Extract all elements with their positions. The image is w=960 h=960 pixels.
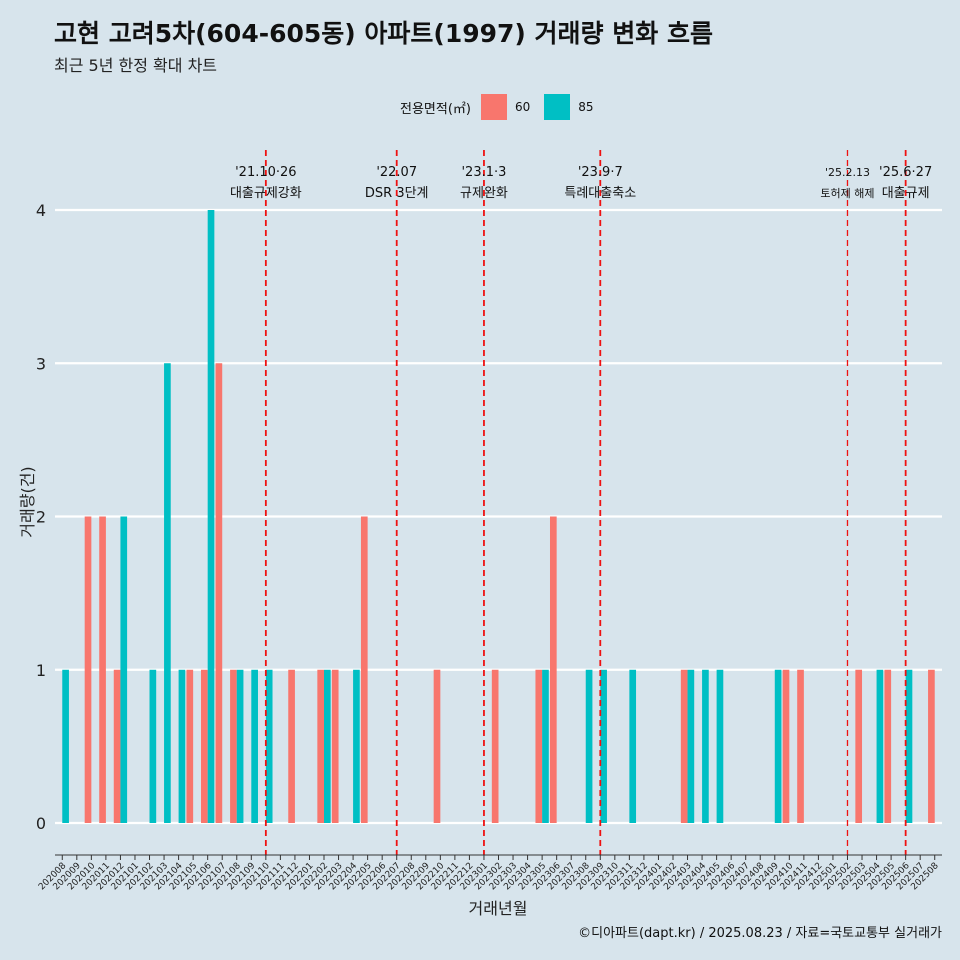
bar-85-202309 [600,669,607,823]
bar-60-202503 [855,669,863,823]
event-label: 토허제 해제 [820,186,874,200]
bar-60-202010 [84,516,92,823]
bar-60-202106 [201,669,208,823]
chart-title: 고현 고려5차(604-605동) 아파트(1997) 거래량 변화 흐름 [54,19,713,48]
bar-60-202306 [549,516,557,823]
event-date: '23.9·7 [578,165,623,180]
y-tick-label: 4 [36,201,46,220]
event-label: DSR 3단계 [365,186,429,201]
bar-60-202107 [215,363,223,823]
bar-85-202202 [324,669,331,823]
legend: 전용면적(㎡) 60 85 [400,94,608,120]
chart-subtitle: 최근 5년 한정 확대 차트 [54,56,218,75]
bar-85-202305 [542,669,549,823]
legend-label-60: 60 [514,100,531,114]
bar-60-202302 [491,669,499,823]
bar-85-202109 [251,669,258,823]
bar-85-202110 [265,669,273,823]
y-tick-label: 2 [36,508,46,527]
bar-85-202308 [585,669,593,823]
bar-60-202205 [360,516,368,823]
bars [62,210,935,823]
event-label: 규제완화 [460,186,508,201]
legend-title: 전용면적(㎡) [400,101,471,117]
bar-85-202405 [716,669,724,823]
bar-60-202508 [928,669,935,823]
bar-60-202305 [535,669,543,823]
bar-85-202102 [149,669,157,823]
bar-85-202012 [120,516,128,823]
bar-60-202012 [113,669,121,823]
event-date: '21.10·26 [235,165,296,180]
x-axis-label: 거래년월 [469,899,528,918]
bar-60-202108 [230,669,237,823]
event-date: '23.1·3 [461,165,506,180]
bar-60-202011 [99,516,106,823]
bar-85-202108 [236,669,244,823]
bar-60-202403 [680,669,688,823]
event-date: '25.6·27 [879,165,932,180]
bar-85-202506 [905,669,913,823]
source-caption: ©디아파트(dapt.kr) / 2025.08.23 / 자료=국토교통부 실… [578,926,942,941]
bar-60-202505 [884,669,892,823]
bar-85-202008 [62,669,69,823]
legend-label-85: 85 [578,100,594,114]
event-date: '22.07 [376,165,417,180]
bar-85-202104 [178,669,186,823]
y-tick-label: 1 [36,661,46,680]
bar-60-202202 [317,669,325,823]
bar-85-202204 [353,669,360,823]
bar-60-202410 [782,669,790,823]
legend-swatch-60 [480,94,507,120]
event-label: 특례대출축소 [564,186,636,201]
event-label: 대출규제강화 [230,186,302,201]
bar-60-202105 [186,669,194,823]
y-tick-label: 3 [36,354,46,373]
bar-85-202106 [207,210,215,823]
event-date: '25.2.13 [825,166,870,179]
bar-85-202404 [702,669,709,823]
event-label: 대출규제 [882,186,930,201]
legend-swatch-85 [544,94,571,120]
y-axis-label: 거래량(건) [18,466,37,537]
bar-85-202409 [774,669,782,823]
y-tick-label: 0 [36,814,46,833]
bar-60-202210 [433,669,441,823]
bar-60-202411 [797,669,804,823]
bar-85-202311 [629,669,637,823]
bar-60-202112 [288,669,295,823]
x-axis: 2020082020092020102020112020122021012021… [37,854,942,892]
bar-85-202103 [164,363,171,823]
event-markers: '21.10·26 대출규제강화 '22.07 DSR 3단계 '23.1·3 규제완화 '… [230,150,932,855]
bar-85-202504 [876,669,884,823]
bar-85-202403 [687,669,695,823]
y-axis: 0 1 2 3 4 [36,201,46,833]
bar-60-202203 [331,669,339,823]
